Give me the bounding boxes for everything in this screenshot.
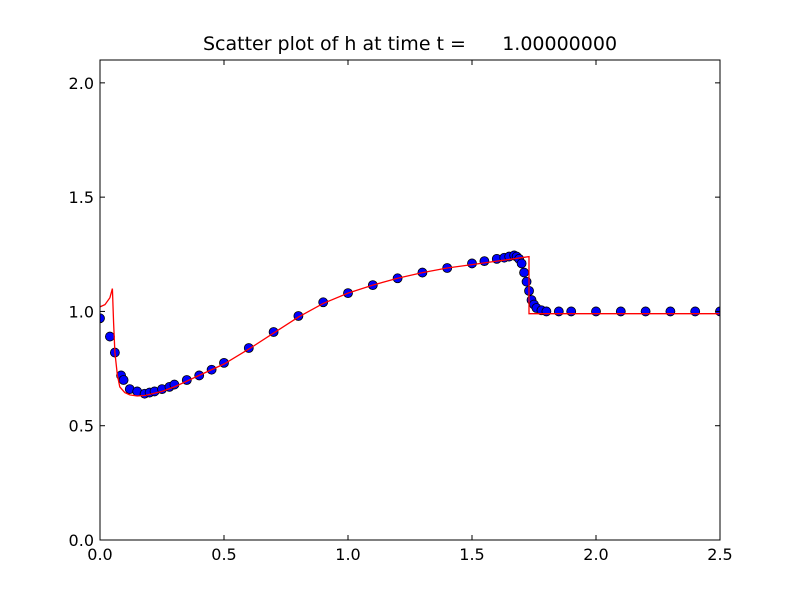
data-point — [665, 306, 676, 317]
data-point — [541, 306, 552, 317]
data-point — [553, 306, 564, 317]
data-point — [690, 306, 701, 317]
chart-title: Scatter plot of h at time t = 1.00000000 — [202, 33, 618, 55]
data-point — [521, 276, 532, 287]
x-tick-label: 2.0 — [583, 545, 608, 564]
x-tick-label: 2.5 — [707, 545, 732, 564]
data-point — [118, 375, 129, 385]
x-tick-label: 1.0 — [335, 545, 360, 564]
data-point — [105, 331, 115, 342]
reference-line — [100, 255, 720, 397]
y-tick-label: 2.0 — [69, 74, 94, 93]
data-point — [479, 256, 490, 267]
data-point — [566, 306, 577, 317]
data-point — [516, 258, 527, 269]
y-tick-label: 0.5 — [69, 417, 94, 436]
x-tick-label: 0.5 — [211, 545, 236, 564]
data-point — [519, 267, 529, 278]
y-tick-label: 0.0 — [69, 531, 94, 550]
x-tick-label: 1.5 — [459, 545, 484, 564]
data-point — [615, 306, 626, 317]
y-tick-label: 1.0 — [69, 302, 94, 321]
data-point — [100, 313, 105, 324]
data-point — [640, 306, 651, 317]
data-point — [467, 258, 477, 269]
x-tick-label: 0.0 — [87, 545, 112, 564]
plot-frame — [99, 59, 721, 541]
data-point — [591, 306, 601, 317]
y-tick-label: 1.5 — [69, 188, 94, 207]
